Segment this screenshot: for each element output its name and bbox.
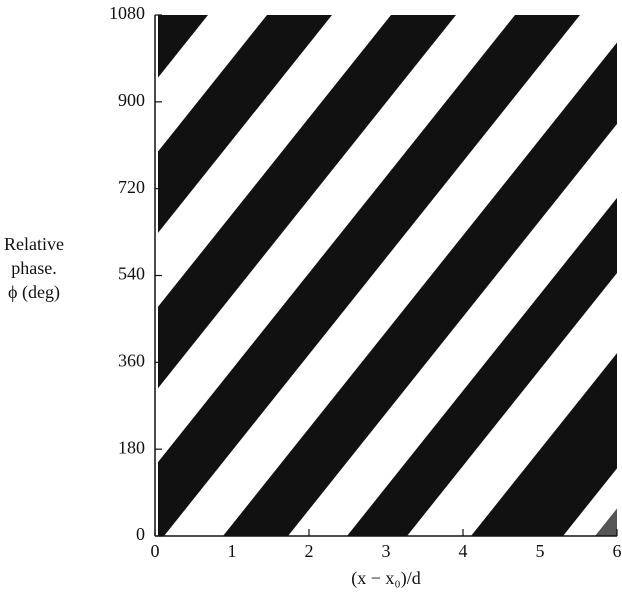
x-tick-label: 5 — [536, 541, 545, 561]
y-axis-title: phase. — [11, 258, 56, 278]
y-tick-label: 720 — [118, 177, 145, 197]
y-tick-label: 900 — [118, 90, 145, 110]
y-axis-title: Relative — [4, 234, 64, 254]
y-tick-label: 1080 — [109, 3, 145, 23]
stripe-pattern — [158, 15, 617, 536]
y-tick-label: 360 — [118, 350, 145, 370]
x-axis-title: (x − x₀)/d — [351, 568, 420, 589]
y-axis-title: ϕ (deg) — [8, 282, 60, 303]
x-tick-label: 4 — [459, 541, 468, 561]
x-tick-label: 2 — [305, 541, 314, 561]
x-tick-label: 0 — [151, 541, 160, 561]
y-tick-label: 540 — [118, 264, 145, 284]
y-tick-label: 0 — [136, 524, 145, 544]
x-tick-label: 3 — [382, 541, 391, 561]
x-tick-label: 6 — [613, 541, 622, 561]
y-tick-label: 180 — [118, 437, 145, 457]
x-tick-label: 1 — [228, 541, 237, 561]
